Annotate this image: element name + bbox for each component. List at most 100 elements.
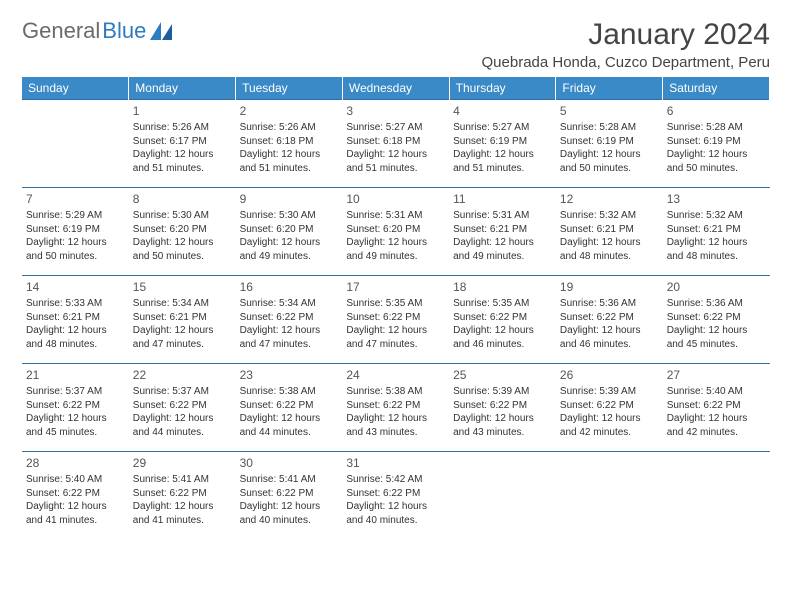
daylight-text: Daylight: 12 hours xyxy=(560,412,659,426)
day-number: 2 xyxy=(240,103,339,119)
sunrise-text: Sunrise: 5:32 AM xyxy=(667,209,766,223)
daylight-text: and 44 minutes. xyxy=(240,426,339,440)
calendar-table: Sunday Monday Tuesday Wednesday Thursday… xyxy=(22,77,770,540)
day-number: 14 xyxy=(26,279,125,295)
logo-text-blue: Blue xyxy=(102,18,146,44)
daylight-text: Daylight: 12 hours xyxy=(133,148,232,162)
calendar-week-row: 7Sunrise: 5:29 AMSunset: 6:19 PMDaylight… xyxy=(22,188,770,276)
sunrise-text: Sunrise: 5:40 AM xyxy=(667,385,766,399)
day-number: 1 xyxy=(133,103,232,119)
weekday-header: Friday xyxy=(556,77,663,100)
sunset-text: Sunset: 6:22 PM xyxy=(667,399,766,413)
sunset-text: Sunset: 6:18 PM xyxy=(240,135,339,149)
calendar-day-cell: 9Sunrise: 5:30 AMSunset: 6:20 PMDaylight… xyxy=(236,188,343,276)
day-number: 12 xyxy=(560,191,659,207)
sunset-text: Sunset: 6:22 PM xyxy=(667,311,766,325)
sunset-text: Sunset: 6:22 PM xyxy=(346,487,445,501)
sunrise-text: Sunrise: 5:26 AM xyxy=(133,121,232,135)
daylight-text: and 47 minutes. xyxy=(346,338,445,352)
calendar-day-cell: 17Sunrise: 5:35 AMSunset: 6:22 PMDayligh… xyxy=(342,276,449,364)
daylight-text: and 41 minutes. xyxy=(133,514,232,528)
sunset-text: Sunset: 6:22 PM xyxy=(346,311,445,325)
day-number: 8 xyxy=(133,191,232,207)
daylight-text: Daylight: 12 hours xyxy=(560,236,659,250)
sunrise-text: Sunrise: 5:38 AM xyxy=(346,385,445,399)
daylight-text: Daylight: 12 hours xyxy=(560,324,659,338)
calendar-day-cell: 12Sunrise: 5:32 AMSunset: 6:21 PMDayligh… xyxy=(556,188,663,276)
daylight-text: and 50 minutes. xyxy=(133,250,232,264)
day-number: 7 xyxy=(26,191,125,207)
sunset-text: Sunset: 6:22 PM xyxy=(240,399,339,413)
daylight-text: and 45 minutes. xyxy=(667,338,766,352)
sunrise-text: Sunrise: 5:37 AM xyxy=(26,385,125,399)
sunset-text: Sunset: 6:19 PM xyxy=(453,135,552,149)
day-number: 24 xyxy=(346,367,445,383)
sunrise-text: Sunrise: 5:41 AM xyxy=(240,473,339,487)
sunset-text: Sunset: 6:22 PM xyxy=(453,311,552,325)
daylight-text: Daylight: 12 hours xyxy=(667,236,766,250)
daylight-text: and 50 minutes. xyxy=(560,162,659,176)
day-number: 13 xyxy=(667,191,766,207)
daylight-text: and 49 minutes. xyxy=(346,250,445,264)
daylight-text: Daylight: 12 hours xyxy=(240,236,339,250)
daylight-text: Daylight: 12 hours xyxy=(667,412,766,426)
calendar-week-row: 21Sunrise: 5:37 AMSunset: 6:22 PMDayligh… xyxy=(22,364,770,452)
daylight-text: and 51 minutes. xyxy=(346,162,445,176)
sunrise-text: Sunrise: 5:35 AM xyxy=(346,297,445,311)
day-number: 20 xyxy=(667,279,766,295)
day-number: 25 xyxy=(453,367,552,383)
daylight-text: and 40 minutes. xyxy=(346,514,445,528)
day-number: 21 xyxy=(26,367,125,383)
daylight-text: Daylight: 12 hours xyxy=(240,500,339,514)
sunset-text: Sunset: 6:20 PM xyxy=(346,223,445,237)
sunrise-text: Sunrise: 5:31 AM xyxy=(346,209,445,223)
daylight-text: and 44 minutes. xyxy=(133,426,232,440)
daylight-text: and 40 minutes. xyxy=(240,514,339,528)
calendar-day-cell: 31Sunrise: 5:42 AMSunset: 6:22 PMDayligh… xyxy=(342,452,449,540)
day-number: 31 xyxy=(346,455,445,471)
sunrise-text: Sunrise: 5:30 AM xyxy=(133,209,232,223)
sunrise-text: Sunrise: 5:34 AM xyxy=(240,297,339,311)
calendar-day-cell: 19Sunrise: 5:36 AMSunset: 6:22 PMDayligh… xyxy=(556,276,663,364)
calendar-day-cell xyxy=(22,100,129,188)
calendar-day-cell: 28Sunrise: 5:40 AMSunset: 6:22 PMDayligh… xyxy=(22,452,129,540)
calendar-day-cell: 16Sunrise: 5:34 AMSunset: 6:22 PMDayligh… xyxy=(236,276,343,364)
day-number: 29 xyxy=(133,455,232,471)
sunset-text: Sunset: 6:18 PM xyxy=(346,135,445,149)
sunrise-text: Sunrise: 5:27 AM xyxy=(453,121,552,135)
sunset-text: Sunset: 6:20 PM xyxy=(133,223,232,237)
sunset-text: Sunset: 6:19 PM xyxy=(26,223,125,237)
daylight-text: Daylight: 12 hours xyxy=(240,412,339,426)
daylight-text: and 48 minutes. xyxy=(667,250,766,264)
day-number: 10 xyxy=(346,191,445,207)
calendar-day-cell xyxy=(663,452,770,540)
day-number: 23 xyxy=(240,367,339,383)
sunrise-text: Sunrise: 5:33 AM xyxy=(26,297,125,311)
calendar-day-cell: 8Sunrise: 5:30 AMSunset: 6:20 PMDaylight… xyxy=(129,188,236,276)
daylight-text: Daylight: 12 hours xyxy=(133,324,232,338)
sunset-text: Sunset: 6:19 PM xyxy=(667,135,766,149)
sunrise-text: Sunrise: 5:36 AM xyxy=(560,297,659,311)
daylight-text: Daylight: 12 hours xyxy=(26,324,125,338)
daylight-text: Daylight: 12 hours xyxy=(453,236,552,250)
daylight-text: and 42 minutes. xyxy=(560,426,659,440)
day-number: 11 xyxy=(453,191,552,207)
sunrise-text: Sunrise: 5:41 AM xyxy=(133,473,232,487)
daylight-text: and 51 minutes. xyxy=(453,162,552,176)
daylight-text: Daylight: 12 hours xyxy=(133,412,232,426)
calendar-day-cell: 24Sunrise: 5:38 AMSunset: 6:22 PMDayligh… xyxy=(342,364,449,452)
daylight-text: and 47 minutes. xyxy=(240,338,339,352)
sunset-text: Sunset: 6:21 PM xyxy=(667,223,766,237)
sunrise-text: Sunrise: 5:28 AM xyxy=(667,121,766,135)
sunset-text: Sunset: 6:20 PM xyxy=(240,223,339,237)
day-number: 27 xyxy=(667,367,766,383)
calendar-day-cell: 30Sunrise: 5:41 AMSunset: 6:22 PMDayligh… xyxy=(236,452,343,540)
day-number: 18 xyxy=(453,279,552,295)
daylight-text: and 49 minutes. xyxy=(453,250,552,264)
calendar-day-cell: 11Sunrise: 5:31 AMSunset: 6:21 PMDayligh… xyxy=(449,188,556,276)
daylight-text: and 46 minutes. xyxy=(560,338,659,352)
day-number: 19 xyxy=(560,279,659,295)
calendar-day-cell: 26Sunrise: 5:39 AMSunset: 6:22 PMDayligh… xyxy=(556,364,663,452)
calendar-day-cell: 7Sunrise: 5:29 AMSunset: 6:19 PMDaylight… xyxy=(22,188,129,276)
sunset-text: Sunset: 6:21 PM xyxy=(133,311,232,325)
